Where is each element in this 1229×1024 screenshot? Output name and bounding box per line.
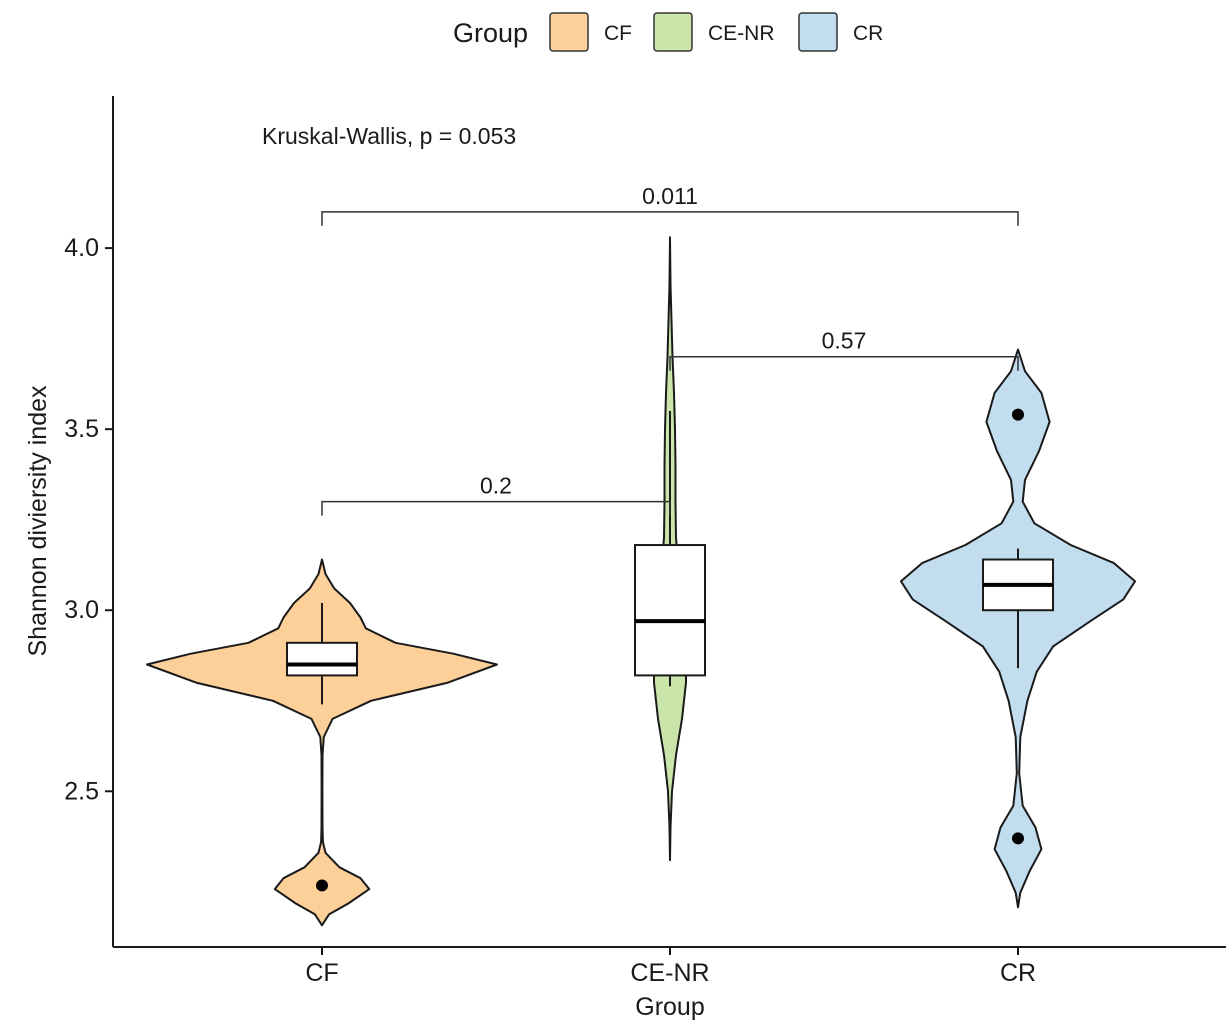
comparison-brackets: 0.2 0.57 0.011 xyxy=(321,183,1019,516)
legend: Group CF CE-NR CR xyxy=(453,12,883,52)
bracket-line-1 xyxy=(669,355,1019,371)
x-tick-label-cf: CF xyxy=(305,959,338,987)
legend-label-ce-nr: CE-NR xyxy=(708,22,775,45)
legend-item-cr: CR xyxy=(798,12,883,52)
y-tick-label-3: 4.0 xyxy=(64,234,99,262)
outlier-point-cf-0 xyxy=(316,879,328,892)
violin-cr xyxy=(900,348,1136,909)
legend-item-cf: CF xyxy=(549,12,632,52)
comparison-bracket-2: 0.011 xyxy=(321,183,1019,226)
legend-label-cf: CF xyxy=(604,22,632,45)
comparison-bracket-0: 0.2 xyxy=(321,473,671,516)
outlier-point-cr-0 xyxy=(1012,408,1024,421)
bracket-label-0: 0.2 xyxy=(480,473,512,499)
y-tick-label-0: 2.5 xyxy=(64,777,99,805)
legend-item-ce-nr: CE-NR xyxy=(653,12,775,52)
violin-cf xyxy=(146,558,498,927)
y-axis-title: Shannon diviersity index xyxy=(24,385,52,656)
box-ce-nr xyxy=(634,544,706,677)
legend-label-cr: CR xyxy=(853,22,883,45)
bracket-label-1: 0.57 xyxy=(822,328,867,354)
kruskal-wallis-annotation: Kruskal-Wallis, p = 0.053 xyxy=(262,123,516,149)
y-tick-label-1: 3.0 xyxy=(64,596,99,624)
violin-layer xyxy=(146,236,1136,927)
comparison-bracket-1: 0.57 xyxy=(669,328,1019,371)
legend-swatch-cf xyxy=(549,12,589,52)
axes: 2.5 3.0 3.5 4.0 CF CE-NR CR xyxy=(64,96,1226,987)
legend-title: Group xyxy=(453,18,528,48)
bracket-line-0 xyxy=(321,500,671,516)
x-axis-title: Group xyxy=(635,993,704,1021)
violin-shape-cf xyxy=(146,558,498,927)
bracket-label-2: 0.011 xyxy=(642,183,698,209)
outlier-point-cr-1 xyxy=(1012,832,1024,845)
legend-swatch-cr xyxy=(798,12,838,52)
violin-ce-nr xyxy=(634,236,706,862)
y-tick-label-2: 3.5 xyxy=(64,415,99,443)
x-tick-label-ce-nr: CE-NR xyxy=(630,959,709,987)
box-cf xyxy=(286,641,358,677)
bracket-line-2 xyxy=(321,211,1019,226)
x-tick-label-cr: CR xyxy=(1000,959,1036,987)
legend-swatch-ce-nr xyxy=(653,12,693,52)
